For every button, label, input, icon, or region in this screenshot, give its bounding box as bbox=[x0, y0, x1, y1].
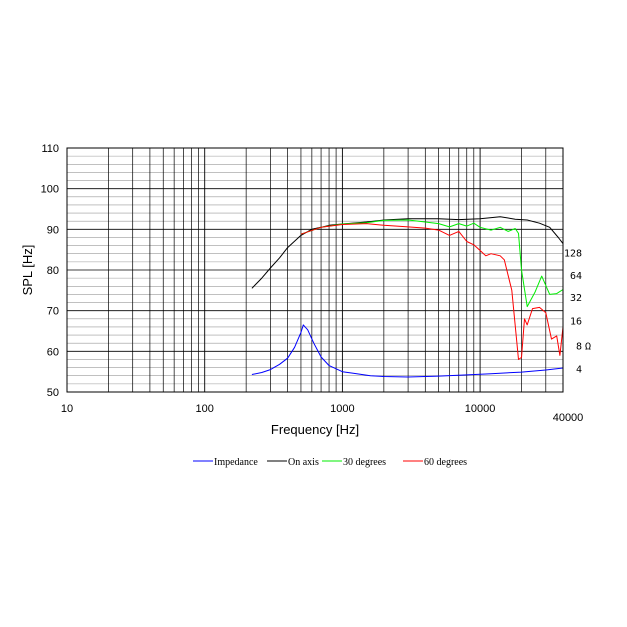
legend-label-60-degrees: 60 degrees bbox=[424, 457, 467, 468]
right-tick-label: 8 bbox=[576, 342, 582, 353]
y-tick-labels: 50 60 70 80 90 100 110 bbox=[41, 143, 59, 399]
right-axis-tick-labels: 4 8 16 32 64 128 bbox=[564, 249, 582, 376]
series-line-30-degrees bbox=[300, 219, 564, 308]
x-tick-label: 10000 bbox=[465, 403, 496, 415]
x-tick-label: 10 bbox=[61, 403, 73, 415]
y-tick-label: 70 bbox=[47, 306, 59, 318]
legend-label-30-degrees: 30 degrees bbox=[343, 457, 386, 468]
right-tick-label: 128 bbox=[564, 249, 582, 260]
right-tick-label: 4 bbox=[576, 364, 582, 375]
series-line-on-axis bbox=[251, 216, 564, 289]
y-tick-label: 80 bbox=[47, 265, 59, 277]
x-axis-title: Frequency [Hz] bbox=[271, 422, 359, 437]
plot-border bbox=[66, 147, 564, 393]
y-axis-title: SPL [Hz] bbox=[20, 245, 35, 296]
y-tick-label: 60 bbox=[47, 346, 59, 358]
ohm-unit-label: Ω bbox=[585, 342, 591, 353]
x-tick-label: 1000 bbox=[330, 403, 354, 415]
legend: Impedance On axis 30 degrees 60 degrees bbox=[193, 457, 467, 468]
series-line-impedance bbox=[251, 324, 564, 378]
series-lines bbox=[251, 216, 564, 378]
y-tick-label: 50 bbox=[47, 387, 59, 399]
grid bbox=[66, 147, 564, 393]
right-tick-label: 32 bbox=[570, 293, 582, 304]
x-tick-labels: 10 100 1000 10000 40000 bbox=[61, 403, 583, 424]
legend-label-on-axis: On axis bbox=[288, 457, 319, 468]
right-tick-label: 64 bbox=[570, 271, 582, 282]
y-tick-label: 100 bbox=[41, 184, 59, 196]
series-line-60-degrees bbox=[300, 223, 564, 360]
legend-label-impedance: Impedance bbox=[214, 457, 258, 468]
y-tick-label: 110 bbox=[41, 143, 59, 155]
y-tick-label: 90 bbox=[47, 224, 59, 236]
x-tick-label: 40000 bbox=[553, 412, 584, 424]
right-tick-label: 16 bbox=[570, 316, 582, 327]
x-tick-label: 100 bbox=[196, 403, 214, 415]
